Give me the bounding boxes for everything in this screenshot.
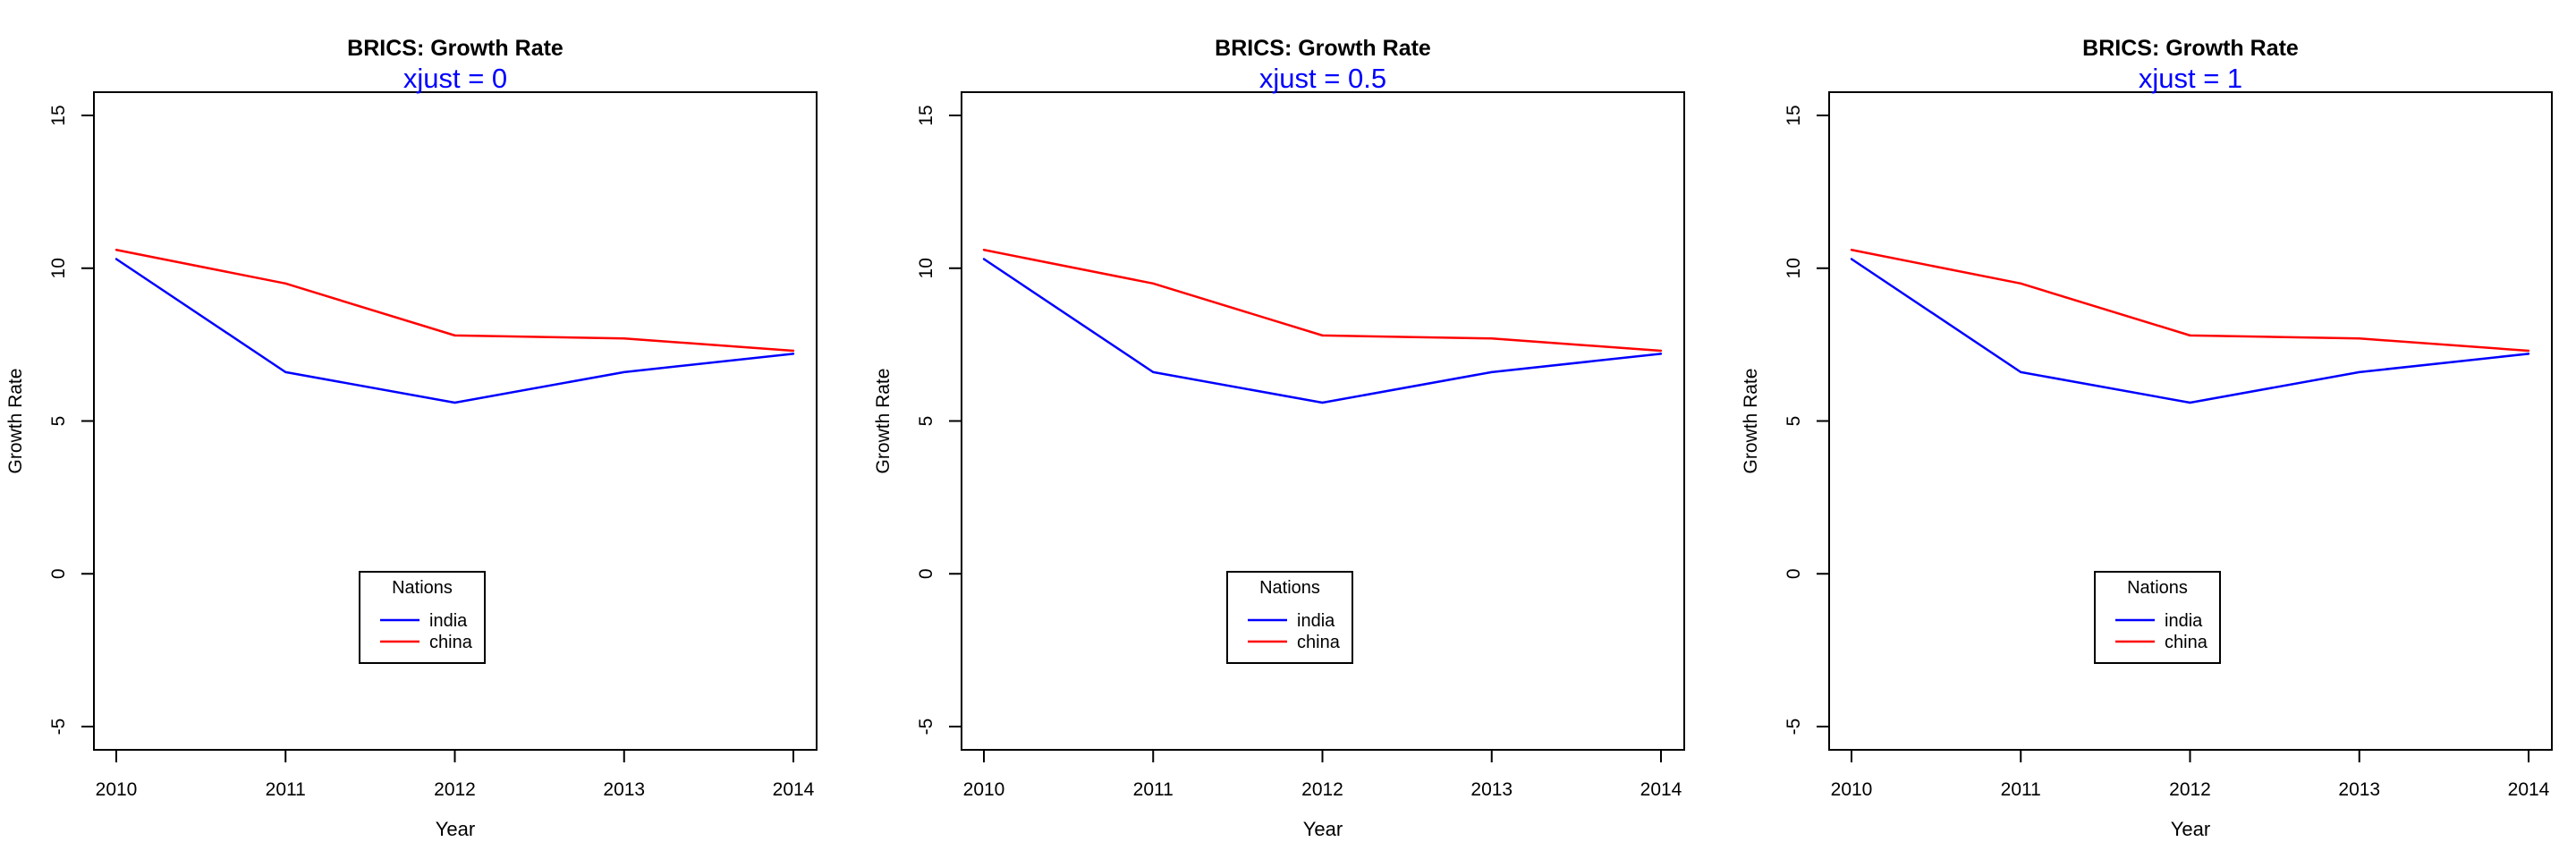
legend-label-india: india: [429, 611, 468, 631]
y-tick-label: 5: [1784, 416, 1804, 427]
data-point-china: [1490, 337, 1493, 340]
data-point-china: [453, 334, 456, 337]
x-tick-label: 2011: [2001, 779, 2041, 800]
data-point-china: [1659, 349, 1663, 353]
legend-title: Nations: [1259, 578, 1320, 598]
data-point-india: [2358, 370, 2360, 374]
chart-title: BRICS: Growth Rate: [347, 36, 564, 61]
legend-label-india: india: [1297, 611, 1335, 631]
chart-subtitle: xjust = 1: [2139, 63, 2242, 94]
legend-box: [2094, 571, 2221, 664]
x-axis-label: Year: [2171, 818, 2210, 840]
x-tick-label: 2011: [1133, 779, 1174, 800]
y-tick-label: 0: [48, 568, 69, 579]
y-tick-label: -5: [1784, 719, 1804, 736]
data-point-china: [792, 349, 795, 353]
y-tick-label: 10: [916, 258, 936, 278]
legend-title: Nations: [2127, 578, 2188, 598]
chart-subtitle: xjust = 0: [403, 63, 507, 94]
data-point-china: [982, 249, 986, 251]
data-point-china: [2358, 337, 2360, 340]
data-point-india: [453, 401, 456, 404]
data-point-india: [1659, 353, 1663, 355]
x-tick-label: 2011: [266, 779, 306, 800]
legend-label-china: china: [429, 633, 473, 652]
x-tick-label: 2010: [96, 779, 138, 800]
y-axis-label: Growth Rate: [873, 369, 894, 474]
x-axis-label: Year: [1303, 818, 1343, 840]
series-line-india: [115, 258, 794, 404]
data-point-china: [1850, 249, 1853, 251]
x-tick-label: 2014: [2508, 779, 2550, 800]
y-tick-label: 15: [916, 105, 936, 125]
x-tick-label: 2010: [963, 779, 1005, 800]
chart-subtitle: xjust = 0.5: [1259, 63, 1386, 94]
data-point-china: [2020, 282, 2022, 285]
x-tick-label: 2012: [2169, 779, 2211, 800]
legend-title: Nations: [392, 578, 453, 598]
y-tick-label: 0: [1784, 568, 1804, 579]
legend-box: [1226, 571, 1353, 664]
y-tick-label: 10: [1784, 258, 1804, 278]
data-point-china: [2527, 349, 2530, 353]
y-tick-label: 15: [1784, 105, 1804, 125]
y-tick-label: -5: [916, 719, 936, 736]
data-point-india: [1152, 370, 1155, 374]
data-point-india: [2020, 370, 2022, 374]
data-point-china: [623, 337, 625, 340]
y-tick-label: 5: [916, 416, 936, 427]
data-point-india: [284, 370, 287, 374]
x-axis-label: Year: [436, 818, 475, 840]
data-point-india: [1321, 401, 1324, 404]
data-point-china: [1152, 282, 1155, 285]
x-tick-label: 2012: [434, 779, 476, 800]
x-tick-label: 2014: [773, 779, 815, 800]
x-tick-label: 2013: [603, 779, 645, 800]
data-point-india: [2189, 401, 2191, 404]
x-tick-label: 2010: [1831, 779, 1873, 800]
x-tick-label: 2014: [1640, 779, 1682, 800]
y-axis-label: Growth Rate: [1741, 369, 1761, 474]
data-point-china: [1321, 334, 1324, 337]
legend-box: [359, 571, 486, 664]
y-tick-label: 0: [916, 568, 936, 579]
y-axis-label: Growth Rate: [5, 369, 26, 474]
data-point-china: [2189, 334, 2191, 337]
legend-label-india: india: [2165, 611, 2203, 631]
data-point-india: [1490, 370, 1493, 374]
data-point-india: [982, 258, 986, 260]
data-point-india: [2527, 353, 2530, 355]
series-line-india: [1851, 258, 2529, 404]
data-point-china: [284, 282, 287, 285]
y-tick-label: -5: [48, 719, 69, 736]
x-tick-label: 2012: [1301, 779, 1343, 800]
y-tick-label: 10: [48, 258, 69, 278]
x-tick-label: 2013: [2338, 779, 2380, 800]
data-point-china: [114, 249, 118, 251]
y-tick-label: 15: [48, 105, 69, 125]
y-tick-label: 5: [48, 416, 69, 427]
data-point-india: [623, 370, 625, 374]
chart-title: BRICS: Growth Rate: [2082, 36, 2299, 61]
data-point-india: [114, 258, 118, 260]
legend-label-china: china: [1297, 633, 1341, 652]
x-tick-label: 2013: [1470, 779, 1513, 800]
legend-label-china: china: [2165, 633, 2208, 652]
chart-title: BRICS: Growth Rate: [1215, 36, 1431, 61]
data-point-india: [792, 353, 795, 355]
data-point-india: [1850, 258, 1853, 260]
series-line-india: [983, 258, 1662, 404]
